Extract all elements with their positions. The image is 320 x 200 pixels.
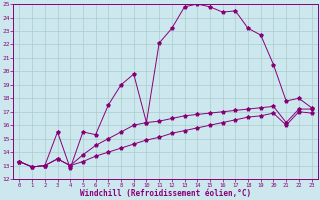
X-axis label: Windchill (Refroidissement éolien,°C): Windchill (Refroidissement éolien,°C) xyxy=(80,189,251,198)
